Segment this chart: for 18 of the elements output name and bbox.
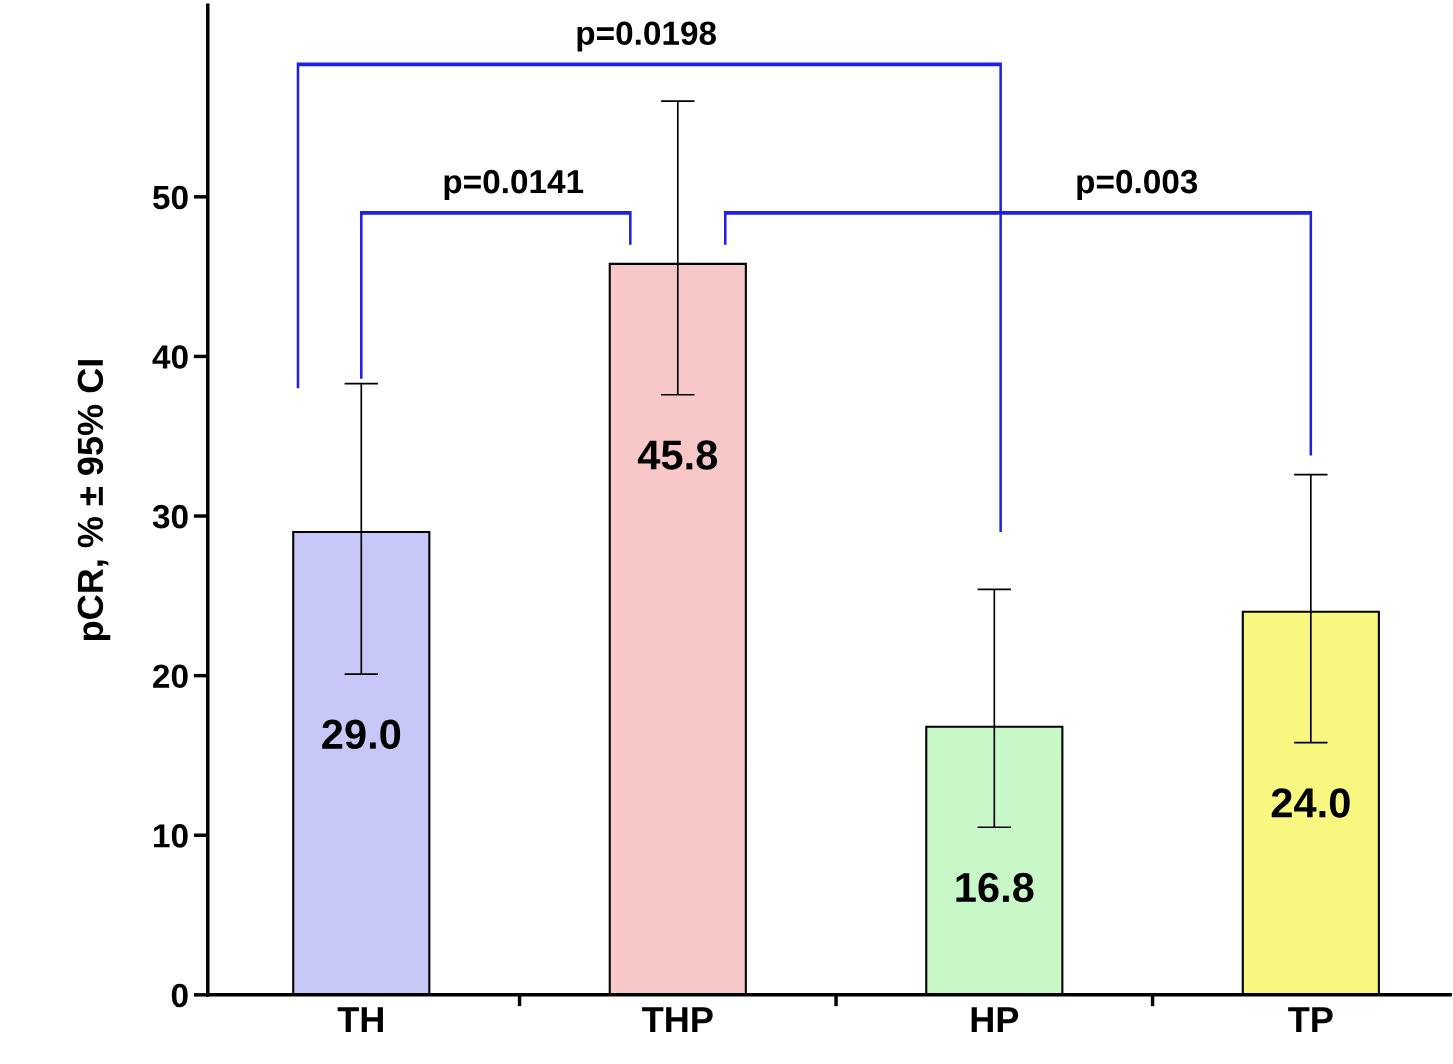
data-label: 29.0 bbox=[322, 719, 401, 750]
y-tick-label: 30 bbox=[152, 504, 188, 529]
x-tick-label: THP bbox=[642, 1007, 713, 1033]
data-label: 45.8 bbox=[637, 440, 718, 470]
x-tick-label: TP bbox=[1288, 1007, 1333, 1033]
y-tick-label: 20 bbox=[153, 664, 188, 689]
y-tick-label: 50 bbox=[152, 185, 188, 210]
y-axis-title: pCR, % ± 95% CI bbox=[77, 360, 111, 641]
y-tick-label: 40 bbox=[152, 345, 188, 369]
x-tick-label: TH bbox=[337, 1007, 383, 1033]
data-label: 24.0 bbox=[1271, 788, 1350, 818]
y-tick-label: 10 bbox=[154, 824, 188, 848]
y-tick-label: 0 bbox=[171, 983, 188, 1008]
annotation: p=0.003 bbox=[1077, 169, 1198, 201]
annotation: p=0.0198 bbox=[577, 21, 717, 52]
annotation: p=0.0141 bbox=[444, 169, 584, 201]
x-tick-label: HP bbox=[971, 1007, 1019, 1033]
data-label: 16.8 bbox=[956, 872, 1034, 903]
